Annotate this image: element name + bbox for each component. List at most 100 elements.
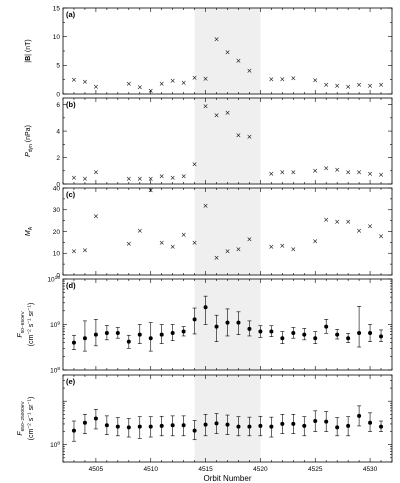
data-point [258,423,263,428]
data-point: × [192,161,198,169]
x-tick-label: 4515 [198,466,213,473]
y-axis-label: Pdyn (nPa) [25,125,34,157]
data-point [236,424,241,429]
data-point: × [236,131,242,139]
data-point [126,425,131,430]
data-point: × [126,240,132,248]
data-point [324,324,329,329]
y-tick-label: 10 [53,34,61,41]
data-point [302,423,307,428]
panel-label: (e) [66,377,76,386]
data-point [82,420,87,425]
data-point: × [236,57,242,65]
data-point: × [290,74,296,82]
data-point: × [192,74,198,82]
x-tick-label: 4510 [143,466,158,473]
data-point [159,423,164,428]
data-point: × [71,76,77,84]
data-point [280,336,285,341]
data-point: × [367,222,373,230]
data-point [335,332,340,337]
y-tick-label: 6 [56,102,60,109]
panel-e: 108 (e) F650−25000eV(cm−2 s−1 sr−1) 4505 451… [17,374,393,483]
data-point: × [181,172,187,180]
data-point [71,340,76,345]
data-point: × [279,242,285,250]
data-point [236,320,241,325]
data-point [247,326,252,331]
data-point [269,329,274,334]
data-point: × [345,168,351,176]
data-point [104,423,109,428]
data-point [148,424,153,429]
data-point: × [279,75,285,83]
data-point: × [334,218,340,226]
data-point: × [203,75,209,83]
panel-d: 108 109 1010 (d) F50−650eV(cm−2 s−1 sr−1) [17,275,393,375]
data-point: × [279,168,285,176]
data-point: × [82,78,88,86]
data-point: × [82,175,88,183]
data-point [357,413,362,418]
data-point: × [126,175,132,183]
shaded-interval [194,8,261,94]
data-point [291,331,296,336]
data-point: × [378,232,384,240]
x-tick-label: 4530 [363,466,378,473]
y-tick-label: 40 [53,185,61,192]
data-point: × [148,187,154,195]
y-axis-unit: (cm−2 s−1 sr−1) [27,303,35,347]
data-point [104,331,109,336]
panel-label: (a) [66,10,76,19]
data-point [170,423,175,428]
data-point [126,339,131,344]
data-point [346,423,351,428]
data-point: × [71,174,77,182]
data-point [148,336,153,341]
data-point: × [170,243,176,251]
data-point: × [290,245,296,253]
data-point: × [137,227,143,235]
data-point: × [214,254,220,262]
data-point [203,305,208,310]
data-point [115,424,120,429]
data-point [82,336,87,341]
data-point: × [137,175,143,183]
data-point [192,428,197,433]
data-point: × [334,82,340,90]
y-tick-label: 108 [50,440,60,449]
data-point: × [93,168,99,176]
data-point: × [268,75,274,83]
x-axis-label: Orbit Number [203,474,251,483]
data-point: × [334,166,340,174]
shaded-interval [194,188,261,275]
y-tick-label: 30 [53,207,61,214]
y-tick-label: 1010 [47,275,60,284]
data-point [170,331,175,336]
data-point: × [236,245,242,253]
data-point: × [159,239,165,247]
y-tick-label: 108 [50,366,60,375]
data-point: × [246,133,252,141]
data-point: × [148,87,154,95]
y-axis-unit: (cm−2 s−1 sr−1) [27,397,35,441]
data-point [346,336,351,341]
data-point [379,424,384,429]
y-axis-label: F650−25000eV [17,401,26,436]
data-point [379,334,384,339]
data-point [357,331,362,336]
y-axis-label: F50−650eV [17,311,26,338]
y-tick-label: 0 [56,272,60,279]
data-point: × [323,165,329,173]
data-point: × [170,77,176,85]
data-point [137,332,142,337]
panel-b: 0 2 4 6 (b) Pdyn (nPa) × × × × × × × × × × × × × × × × × × × × × × ×… [25,97,393,188]
data-point [258,329,263,334]
data-point: × [126,80,132,88]
y-tick-label: 5 [56,63,60,70]
panel-a: 0 5 10 15 (a) |B| (nT) × × × × × × × × × × × × × × × × × × × × × × ×… [25,5,393,98]
data-point [93,416,98,421]
y-tick-label: 0 [56,181,60,188]
data-point: × [181,79,187,87]
